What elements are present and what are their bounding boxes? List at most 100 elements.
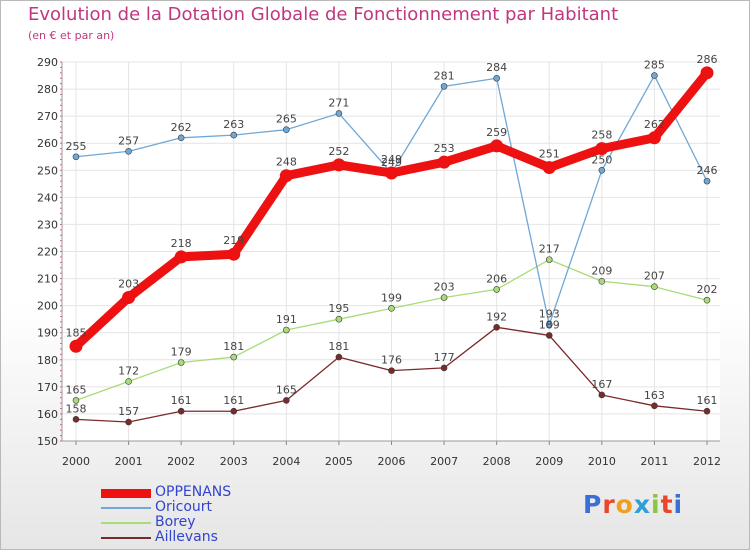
data-point-oppenans: [227, 247, 241, 261]
axes: 150 160 170 180 190 200 210 220 230 240 250 260 270 2…: [37, 56, 721, 468]
x-tick-label: 2007: [430, 455, 458, 468]
data-label-borey: 209: [591, 264, 612, 277]
data-label-aillevans: 161: [171, 394, 192, 407]
y-tick-label: 240: [37, 191, 58, 204]
data-point-oricourt: [283, 126, 290, 133]
data-label-borey: 181: [223, 340, 244, 353]
data-label-oricourt: 284: [486, 61, 507, 74]
data-point-oricourt: [335, 110, 343, 117]
data-label-oppenans: 251: [539, 148, 560, 161]
data-label-aillevans: 161: [223, 394, 244, 407]
logo-letter: i: [651, 490, 661, 519]
x-tick-label: 2005: [325, 455, 353, 468]
data-label-oricourt: 265: [276, 113, 297, 126]
data-point-borey: [125, 378, 132, 385]
y-tick-label: 280: [37, 83, 58, 96]
data-label-borey: 165: [66, 383, 87, 396]
series-group: [69, 66, 714, 426]
logo-letter: o: [615, 490, 634, 519]
x-tick-label: 2004: [272, 455, 300, 468]
legend-swatch: [101, 507, 151, 509]
data-point-aillevans: [493, 323, 500, 331]
data-label-oricourt: 193: [539, 308, 560, 321]
data-point-oppenans: [542, 161, 556, 175]
data-label-oricourt: 250: [591, 153, 612, 166]
y-tick-label: 210: [37, 273, 58, 286]
data-label-oppenans: 253: [434, 142, 455, 155]
data-point-borey: [545, 256, 553, 263]
legend-swatch: [101, 489, 151, 498]
data-label-aillevans: 167: [591, 378, 612, 391]
data-point-borey: [283, 326, 290, 334]
data-label-borey: 191: [276, 313, 297, 326]
data-point-oricourt: [651, 72, 658, 79]
x-tick-label: 2003: [220, 455, 248, 468]
y-tick-label: 170: [37, 381, 58, 394]
data-point-oricourt: [598, 166, 606, 174]
legend-label: OPPENANS: [155, 484, 232, 500]
data-point-aillevans: [545, 332, 553, 339]
y-tick-label: 190: [37, 327, 58, 340]
data-point-borey: [72, 397, 80, 404]
data-point-borey: [493, 286, 500, 293]
data-label-oricourt: 246: [697, 164, 718, 177]
data-point-oppenans: [122, 291, 136, 305]
data-label-oricourt: 271: [328, 96, 349, 109]
logo-letter: P: [583, 490, 603, 519]
data-point-aillevans: [283, 397, 290, 404]
data-point-borey: [440, 294, 448, 301]
data-point-borey: [598, 277, 606, 285]
data-point-aillevans: [703, 407, 711, 415]
y-tick-label: 180: [37, 354, 58, 367]
data-point-oricourt: [545, 321, 553, 328]
proxiti-logo: Proxiti: [583, 490, 683, 519]
legend-label: Borey: [155, 514, 196, 530]
y-tick-label: 160: [37, 408, 58, 421]
data-label-oricourt: 262: [171, 121, 192, 134]
legend-label: Aillevans: [155, 529, 218, 545]
x-tick-label: 2006: [378, 455, 406, 468]
data-point-aillevans: [230, 407, 238, 415]
data-label-aillevans: 165: [276, 383, 297, 396]
data-label-oricourt: 281: [434, 69, 455, 82]
data-point-oppenans: [595, 142, 609, 156]
data-label-borey: 207: [644, 270, 665, 283]
data-point-oppenans: [700, 66, 714, 80]
data-point-oricourt: [493, 74, 500, 82]
data-labels: 185 203 218 219 248 252 249 253 259 251 258 262 286 2…: [66, 53, 718, 418]
y-tick-label: 290: [37, 56, 58, 69]
data-point-oppenans: [174, 250, 188, 264]
legend-label: Oricourt: [155, 499, 213, 515]
data-label-oppenans: 249: [381, 153, 402, 166]
legend-swatch: [101, 537, 151, 539]
y-tick-label: 200: [37, 300, 58, 313]
y-tick-label: 150: [37, 435, 58, 448]
data-label-borey: 179: [171, 345, 192, 358]
data-label-oricourt: 255: [66, 140, 87, 153]
data-point-oppenans: [490, 139, 504, 153]
data-point-aillevans: [440, 364, 448, 372]
data-point-oppenans: [332, 158, 346, 172]
data-label-oppenans: 259: [486, 126, 507, 139]
data-label-borey: 202: [697, 283, 718, 296]
data-label-oppenans: 258: [591, 129, 612, 142]
data-label-oricourt: 257: [118, 134, 139, 147]
y-tick-label: 230: [37, 218, 58, 231]
logo-letter: x: [633, 490, 651, 519]
chart-title: Evolution de la Dotation Globale de Fonc…: [28, 4, 619, 25]
data-point-oppenans: [385, 166, 398, 180]
data-label-oricourt: 249: [381, 156, 402, 169]
data-label-borey: 199: [381, 291, 402, 304]
data-label-oricourt: 263: [223, 118, 244, 131]
data-label-oppenans: 219: [223, 234, 244, 247]
data-point-aillevans: [651, 402, 658, 410]
data-label-aillevans: 181: [328, 340, 349, 353]
data-label-oppenans: 185: [66, 326, 87, 339]
data-point-aillevans: [177, 407, 185, 415]
data-point-borey: [177, 359, 185, 366]
data-label-aillevans: 163: [644, 389, 665, 402]
data-label-aillevans: 157: [118, 405, 139, 418]
data-point-oppenans: [437, 155, 451, 169]
data-point-aillevans: [388, 367, 395, 374]
